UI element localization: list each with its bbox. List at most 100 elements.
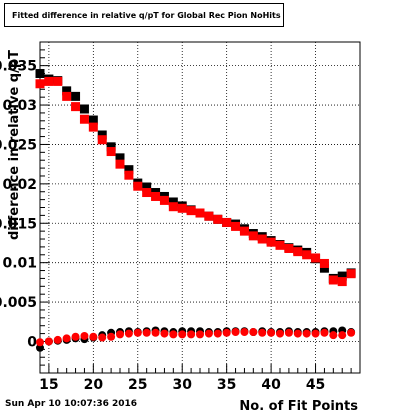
data-point <box>338 331 347 340</box>
data-point <box>346 269 356 279</box>
x-tick-label: 30 <box>172 377 192 393</box>
data-point <box>115 153 125 163</box>
data-point <box>36 343 44 352</box>
data-point <box>124 170 134 180</box>
data-point <box>276 329 284 338</box>
data-point <box>151 328 160 337</box>
plot-frame <box>39 41 361 374</box>
data-point <box>62 91 72 101</box>
data-point <box>222 217 232 227</box>
data-point <box>204 329 213 338</box>
data-point <box>248 231 258 241</box>
data-point <box>240 328 249 337</box>
y-axis-label: difference in relative q/pT <box>7 50 22 240</box>
data-point <box>35 79 45 89</box>
data-point <box>231 328 240 337</box>
y-tick-label: 0.01 <box>2 256 37 272</box>
data-point <box>302 329 311 338</box>
data-point <box>142 188 152 198</box>
data-point <box>258 328 267 337</box>
x-tick-label: 25 <box>128 377 147 393</box>
data-point <box>97 130 107 140</box>
data-point <box>97 135 107 145</box>
data-point <box>195 208 205 218</box>
data-point <box>79 114 89 124</box>
x-tick-label: 40 <box>261 377 281 393</box>
data-point <box>159 195 169 205</box>
data-point <box>142 328 151 337</box>
data-point <box>284 328 293 337</box>
data-point <box>177 203 187 213</box>
data-point <box>293 247 303 257</box>
data-point <box>213 329 222 338</box>
data-series-4 <box>36 328 356 347</box>
data-point <box>239 226 249 236</box>
data-point <box>302 250 312 260</box>
data-point <box>44 337 53 346</box>
data-point <box>329 331 338 340</box>
data-point <box>249 328 258 337</box>
data-point <box>35 69 45 79</box>
data-point <box>71 91 81 101</box>
data-point <box>284 243 294 253</box>
data-point <box>133 181 143 191</box>
data-point <box>319 263 329 273</box>
data-point <box>53 335 62 344</box>
y-tick-label: 0.03 <box>2 98 37 114</box>
data-point <box>168 197 178 207</box>
chart-title: Fitted difference in relative q/pT for G… <box>12 11 281 20</box>
x-tick-label: 35 <box>217 377 236 393</box>
data-point <box>107 332 116 341</box>
data-point <box>222 328 231 337</box>
data-point <box>311 253 321 263</box>
x-axis-label: No. of Fit Points <box>239 399 358 414</box>
y-tick-label: 0 <box>27 334 37 350</box>
data-point <box>106 142 116 152</box>
data-point <box>124 329 133 338</box>
data-point <box>106 147 116 157</box>
x-tick-label: 45 <box>306 377 325 393</box>
data-point <box>337 277 347 287</box>
data-point <box>213 214 223 224</box>
y-tick-label: 0.025 <box>0 137 37 153</box>
data-point <box>151 191 161 201</box>
data-point <box>186 206 196 216</box>
data-point <box>267 328 276 337</box>
data-point <box>80 331 89 340</box>
y-tick-label: 0.005 <box>0 295 37 311</box>
x-tick-label: 15 <box>39 377 58 393</box>
data-point <box>275 240 285 250</box>
data-point <box>124 165 134 175</box>
y-tick-label: 0.015 <box>0 216 37 232</box>
data-series-2 <box>35 76 356 287</box>
data-point <box>347 328 356 337</box>
data-point <box>98 333 107 342</box>
data-point <box>79 104 89 114</box>
data-point <box>62 86 72 96</box>
data-point <box>36 338 44 347</box>
data-point <box>196 330 204 339</box>
data-point <box>44 76 54 86</box>
data-point <box>320 328 329 337</box>
data-point <box>337 271 347 281</box>
data-point <box>88 122 98 132</box>
data-point <box>115 159 125 169</box>
data-point <box>53 76 63 86</box>
data-point <box>328 275 338 285</box>
y-tick-label: 0.035 <box>0 59 37 75</box>
data-point <box>169 330 178 339</box>
data-point <box>204 211 214 221</box>
chart-title-box: Fitted difference in relative q/pT for G… <box>4 3 284 27</box>
x-tick-label: 20 <box>84 377 104 393</box>
data-point <box>71 102 81 112</box>
data-point <box>319 258 329 268</box>
y-tick-label: 0.02 <box>2 177 37 193</box>
data-point <box>88 115 98 125</box>
data-point <box>187 330 196 339</box>
timestamp: Sun Apr 10 10:07:36 2016 <box>5 399 138 409</box>
data-point <box>168 202 178 212</box>
data-point <box>142 182 152 192</box>
data-point <box>231 221 241 231</box>
data-point <box>133 328 142 337</box>
